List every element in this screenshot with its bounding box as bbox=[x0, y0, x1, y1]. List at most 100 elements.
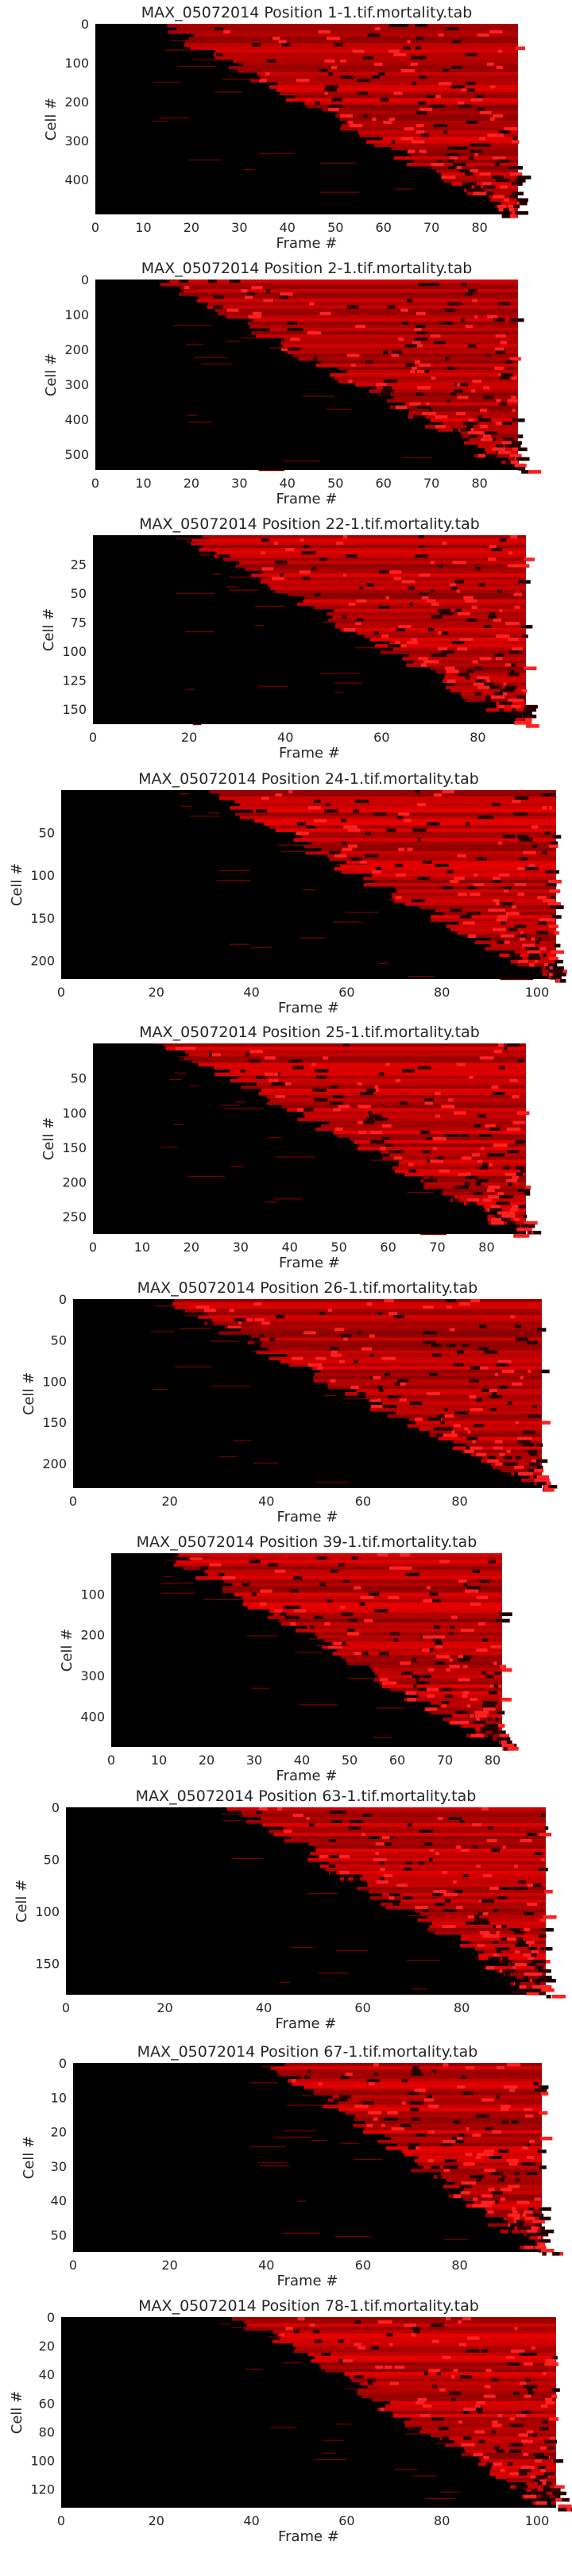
heatmap-cell bbox=[545, 2397, 552, 2402]
heatmap-cell bbox=[451, 65, 463, 70]
heatmap-cell bbox=[414, 337, 427, 341]
heatmap-row bbox=[288, 592, 526, 597]
heatmap-cell bbox=[522, 2146, 529, 2150]
heatmap-streak bbox=[348, 1678, 373, 1679]
heatmap-row bbox=[420, 1178, 526, 1183]
heatmap-cell bbox=[354, 2343, 361, 2347]
heatmap-cell bbox=[358, 1130, 366, 1135]
heatmap-cell bbox=[301, 551, 316, 555]
heatmap-cell bbox=[540, 2446, 547, 2451]
heatmap-cell bbox=[539, 918, 551, 922]
heatmap-row bbox=[230, 1078, 526, 1083]
heatmap-cell bbox=[412, 82, 417, 86]
heatmap-cell bbox=[330, 1855, 339, 1859]
heatmap-cell bbox=[518, 2433, 528, 2438]
heatmap-cell bbox=[466, 1586, 481, 1591]
x-tick-label: 60 bbox=[380, 1240, 396, 1255]
heatmap-row bbox=[269, 1356, 542, 1361]
heatmap-cell bbox=[520, 1941, 535, 1945]
heatmap-cell bbox=[457, 893, 468, 897]
heatmap-cell bbox=[380, 1147, 386, 1151]
heatmap-cell bbox=[461, 1156, 472, 1160]
heatmap-cell bbox=[366, 1302, 373, 1306]
heatmap-cell bbox=[528, 2391, 535, 2396]
x-tick-label: 80 bbox=[471, 476, 487, 491]
heatmap-cell bbox=[524, 708, 537, 712]
heatmap-cell bbox=[489, 1127, 500, 1132]
heatmap-cell bbox=[491, 2172, 503, 2176]
heatmap-cell bbox=[417, 101, 427, 106]
heatmap-cell bbox=[419, 107, 433, 112]
heatmap-cell bbox=[454, 580, 464, 584]
heatmap-cell bbox=[291, 2079, 296, 2083]
heatmap-cell bbox=[492, 156, 506, 160]
heatmap-cell bbox=[499, 708, 504, 712]
heatmap-cell bbox=[523, 2494, 537, 2499]
heatmap-cell bbox=[515, 1944, 529, 1948]
y-tick-label: 40 bbox=[51, 2193, 67, 2208]
heatmap-cell bbox=[470, 1697, 478, 1702]
x-axis-label: Frame # bbox=[278, 2528, 339, 2545]
heatmap-row bbox=[339, 1877, 546, 1881]
x-tick-label: 80 bbox=[454, 2000, 470, 2015]
heatmap-cell bbox=[524, 2394, 531, 2399]
heatmap-streak bbox=[268, 2336, 281, 2338]
heatmap-row bbox=[287, 2079, 542, 2083]
heatmap-cell bbox=[213, 305, 223, 310]
heatmap-cell bbox=[419, 1830, 434, 1834]
heatmap-cell bbox=[184, 286, 188, 290]
heatmap-row bbox=[464, 441, 518, 445]
heatmap-cell bbox=[461, 2076, 466, 2080]
heatmap-cell bbox=[437, 159, 443, 164]
y-tick-label: 20 bbox=[39, 2339, 55, 2354]
heatmap-cell bbox=[403, 1896, 413, 1900]
heatmap-cell bbox=[315, 1069, 329, 1074]
heatmap-row bbox=[435, 669, 526, 673]
heatmap-cell bbox=[515, 1421, 520, 1425]
y-tick-label: 120 bbox=[30, 2482, 55, 2497]
heatmap-streak bbox=[320, 162, 356, 164]
heatmap-row bbox=[272, 2339, 556, 2344]
heatmap-cell bbox=[531, 1953, 537, 1957]
heatmap-row bbox=[466, 1733, 502, 1738]
heatmap-row bbox=[372, 1668, 502, 1672]
heatmap-row bbox=[174, 1305, 542, 1309]
heatmap-cell bbox=[462, 1874, 469, 1878]
heatmap-cell bbox=[412, 2066, 419, 2070]
heatmap-cell bbox=[514, 1865, 518, 1868]
heatmap-cell bbox=[343, 1043, 350, 1047]
heatmap-cell bbox=[497, 2414, 503, 2418]
heatmap-cell bbox=[452, 561, 466, 565]
heatmap-cell bbox=[199, 1566, 208, 1571]
heatmap-streak bbox=[212, 573, 221, 575]
heatmap-cell bbox=[345, 2073, 353, 2077]
heatmap-streak bbox=[309, 1638, 342, 1640]
heatmap-row bbox=[292, 353, 518, 358]
heatmap-cell bbox=[501, 2188, 509, 2192]
heatmap-streak bbox=[443, 2239, 468, 2241]
heatmap-cell bbox=[535, 2232, 549, 2237]
heatmap-cell bbox=[444, 1408, 448, 1412]
heatmap-row bbox=[250, 79, 518, 83]
x-axis-label: Frame # bbox=[277, 1509, 338, 1525]
heatmap-row bbox=[369, 1398, 542, 1402]
heatmap-cell bbox=[491, 1727, 499, 1731]
heatmap-panel: MAX_05072014 Position 2-1.tif.mortality.… bbox=[43, 260, 542, 507]
heatmap-cell bbox=[522, 714, 536, 719]
heatmap-cell bbox=[468, 156, 474, 160]
heatmap-cell bbox=[369, 1334, 375, 1338]
heatmap-cell bbox=[458, 169, 465, 173]
heatmap-cell bbox=[426, 1687, 439, 1692]
heatmap-cell bbox=[523, 711, 532, 715]
heatmap-streak bbox=[296, 2200, 307, 2202]
heatmap-row bbox=[204, 1569, 502, 1574]
heatmap-row bbox=[269, 85, 518, 89]
heatmap-cell bbox=[330, 1379, 336, 1383]
heatmap-row bbox=[354, 2117, 542, 2122]
heatmap-cell bbox=[338, 2339, 344, 2344]
heatmap-row bbox=[267, 1101, 526, 1105]
heatmap-cell bbox=[458, 104, 472, 109]
heatmap-cell bbox=[245, 295, 253, 299]
heatmap-cell bbox=[370, 2346, 379, 2350]
